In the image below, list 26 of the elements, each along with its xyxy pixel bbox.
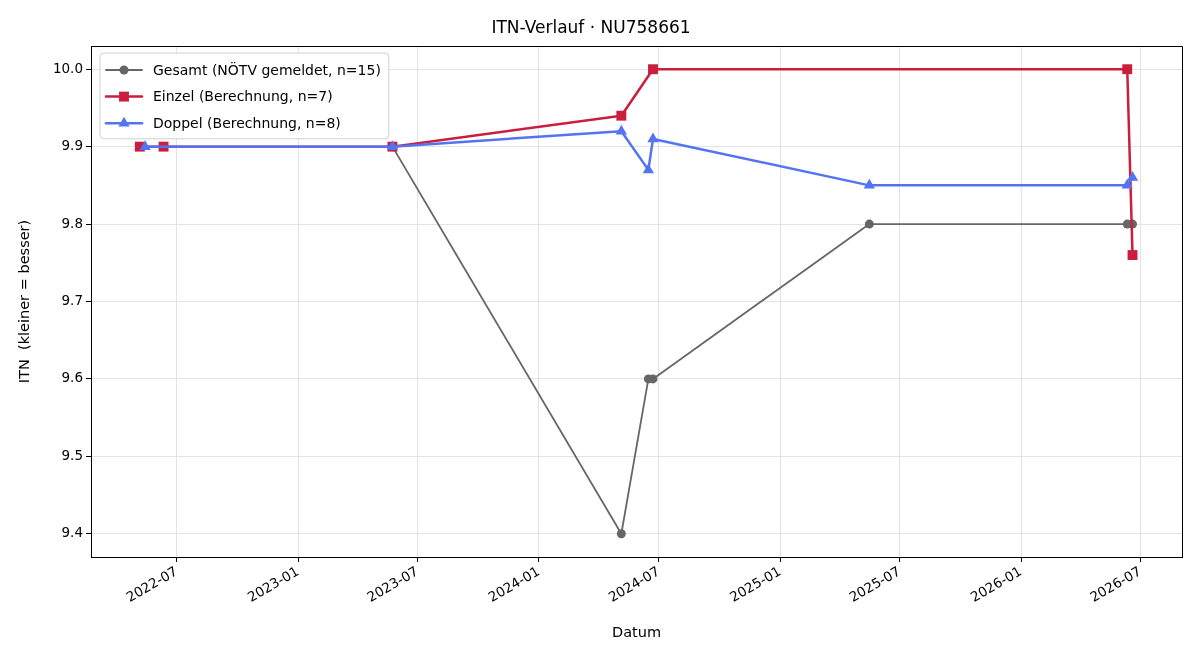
y-tick-label: 9.7 [61,292,83,308]
point [1122,64,1133,75]
y-tick-label: 9.6 [61,369,83,386]
legend-label: Einzel (Berechnung, n=7) [153,88,333,105]
point [642,163,654,174]
chart-title: ITN-Verlauf · NU758661 [491,16,691,37]
x-axis-title: Datum [611,624,662,641]
y-tick-label: 10.0 [52,59,83,76]
legend-label: Doppel (Berechnung, n=8) [153,114,341,131]
point [864,219,874,229]
point [615,124,627,135]
point [863,178,875,189]
point [139,140,151,150]
point [616,529,626,539]
point [1121,178,1133,189]
y-tick-label: 9.9 [61,137,83,154]
y-tick-label: 9.4 [61,524,83,541]
point [648,64,658,75]
point [647,132,659,143]
point [1127,250,1138,260]
point [1126,171,1139,181]
y-tick-label: 9.8 [61,214,83,231]
legend-label: Gesamt (NÖTV gemeldet, n=15) [153,60,381,78]
point [616,110,627,121]
y-tick-label: 9.5 [61,446,83,463]
y-axis-title: ITN (kleiner = besser) [16,219,33,384]
